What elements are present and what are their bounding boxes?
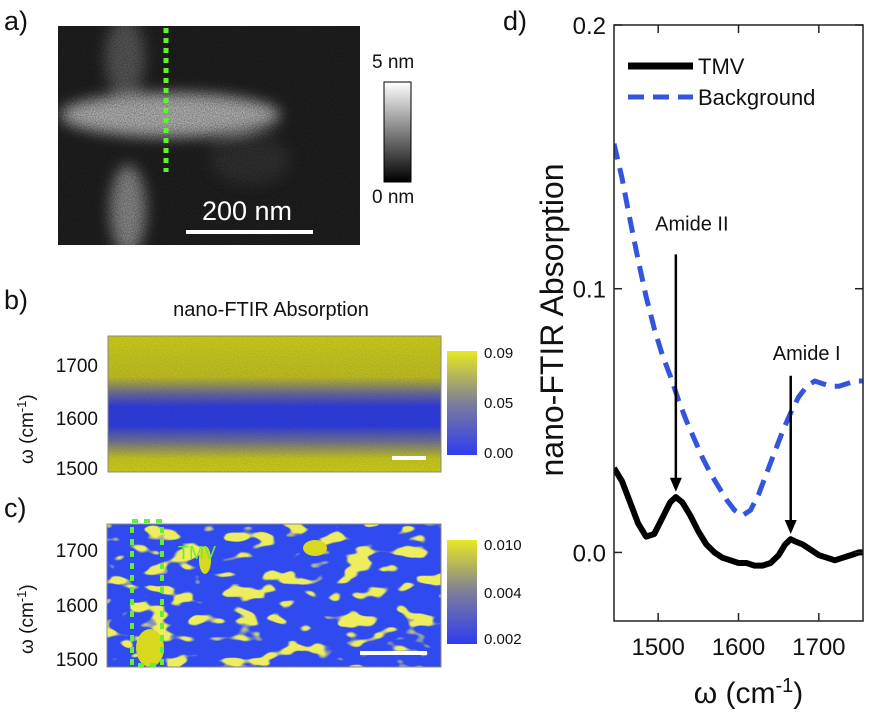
x-tick-label-1500: 1500	[631, 634, 684, 661]
annotation-label-1: Amide I	[773, 343, 841, 365]
annotation-label-0: Amide II	[655, 214, 728, 236]
series-line-tmv	[614, 466, 863, 569]
legend-label-background: Background	[698, 85, 815, 110]
colorbar-a-min: 0 nm	[372, 187, 414, 208]
colorbar-a-max: 5 nm	[372, 52, 414, 73]
y-axis-title: nano-FTIR Absorption	[534, 163, 570, 476]
panel-b-label: b)	[4, 285, 28, 315]
spectral-linescan-b	[107, 335, 442, 473]
colorbar-b-tick-max: 0.09	[484, 345, 513, 362]
yaxis-c-tick-1500: 1500	[56, 650, 98, 671]
legend: TMV Background	[628, 54, 815, 110]
scale-bar-a-label: 200 nm	[202, 196, 292, 226]
yaxis-b: 1700 1600 1500 ω (cm-1)	[14, 356, 98, 480]
x-tick-label-1600: 1600	[712, 634, 765, 661]
plot-area	[614, 143, 863, 569]
yaxis-c: 1700 1600 1500 ω (cm-1)	[14, 541, 98, 671]
panel-b-title: nano-FTIR Absorption	[173, 299, 369, 321]
spectral-linescan-c	[106, 523, 442, 668]
panel-c-label: c)	[4, 493, 27, 523]
colorbar-c-tick-mid: 0.004	[484, 585, 522, 602]
colorbar-c	[447, 540, 477, 644]
series-line-background	[614, 143, 863, 518]
yaxis-b-tick-1700: 1700	[56, 356, 98, 377]
absorption-chart: 1500 1600 1700 0.0 0.1 0.2 ω (cm-1) nano-FTIR A…	[534, 13, 864, 710]
annotation-arrowhead-1	[784, 519, 797, 534]
yaxis-b-title: ω (cm-1)	[14, 394, 38, 464]
colorbar-c-tick-max: 0.010	[484, 537, 522, 554]
colorbar-a	[383, 81, 412, 183]
x-tick-label-1700: 1700	[792, 634, 845, 661]
y-tick-label-1: 0.1	[573, 277, 606, 304]
tmv-region-marker	[130, 519, 164, 667]
y-tick-label-0: 0.0	[573, 540, 606, 567]
yaxis-b-tick-1500: 1500	[56, 459, 98, 480]
y-tick-label-2: 0.2	[573, 13, 606, 40]
colorbar-c-tick-min: 0.002	[484, 631, 522, 648]
panel-a-label: a)	[4, 6, 28, 36]
tmv-region-label: TMV	[178, 543, 216, 563]
afm-image	[58, 26, 360, 245]
legend-label-tmv: TMV	[698, 54, 745, 79]
colorbar-b-tick-mid: 0.05	[484, 395, 513, 412]
yaxis-c-tick-1700: 1700	[56, 541, 98, 562]
yaxis-c-title: ω (cm-1)	[14, 584, 38, 654]
annotation-arrowhead-0	[669, 477, 682, 492]
colorbar-b	[447, 351, 477, 455]
yaxis-b-tick-1600: 1600	[56, 409, 98, 430]
colorbar-b-tick-min: 0.00	[484, 445, 513, 462]
panel-d-label: d)	[503, 6, 527, 36]
yaxis-c-tick-1600: 1600	[56, 596, 98, 617]
x-axis-title: ω (cm-1)	[694, 675, 804, 710]
